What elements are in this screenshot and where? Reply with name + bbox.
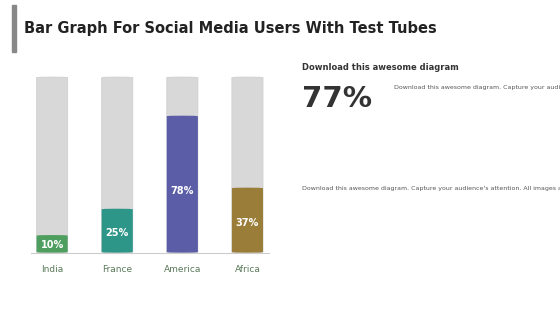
- FancyBboxPatch shape: [232, 77, 263, 253]
- FancyBboxPatch shape: [167, 116, 198, 253]
- Text: Africa: Africa: [235, 265, 260, 274]
- Text: America: America: [164, 265, 201, 274]
- FancyBboxPatch shape: [102, 209, 133, 253]
- FancyBboxPatch shape: [36, 77, 68, 253]
- Text: 78%: 78%: [171, 186, 194, 196]
- Text: Download this awesome diagram. Capture your audience's attention. All images are: Download this awesome diagram. Capture y…: [394, 85, 560, 90]
- Text: 77%: 77%: [302, 85, 372, 113]
- FancyBboxPatch shape: [102, 77, 133, 253]
- Text: Download this awesome diagram: Download this awesome diagram: [302, 63, 459, 72]
- Bar: [12, 4, 16, 52]
- Text: France: France: [102, 265, 132, 274]
- Text: 10%: 10%: [40, 240, 64, 250]
- FancyBboxPatch shape: [167, 77, 198, 253]
- Text: Download this awesome diagram. Capture your audience's attention. All images are: Download this awesome diagram. Capture y…: [302, 186, 560, 192]
- Text: Bar Graph For Social Media Users With Test Tubes: Bar Graph For Social Media Users With Te…: [24, 21, 437, 36]
- FancyBboxPatch shape: [232, 188, 263, 253]
- Text: 37%: 37%: [236, 218, 259, 228]
- FancyBboxPatch shape: [36, 235, 68, 253]
- Text: India: India: [41, 265, 63, 274]
- Text: 25%: 25%: [106, 228, 129, 238]
